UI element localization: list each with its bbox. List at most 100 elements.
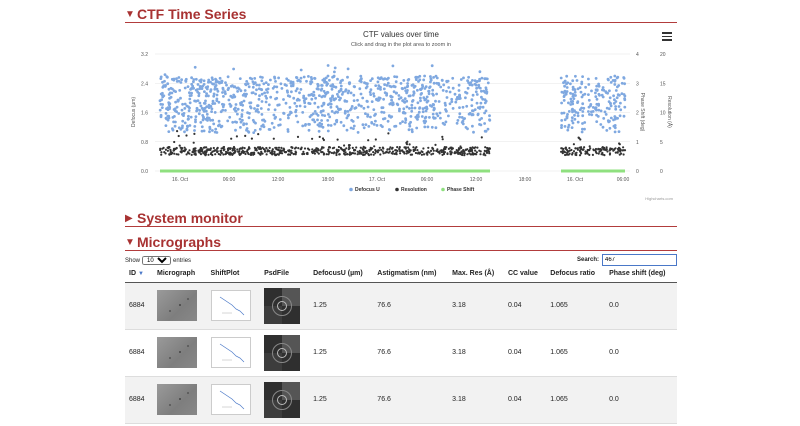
column-header[interactable]: ID ▼ xyxy=(125,266,153,283)
defocus-point xyxy=(470,104,474,107)
defocus-point xyxy=(205,87,209,91)
defocus-point xyxy=(421,83,424,87)
defocus-point xyxy=(444,120,448,124)
entries-select[interactable]: 10 xyxy=(142,256,172,265)
table-row[interactable]: 6884 1.25 76.6 3.18 0.04 1.065 0.0 xyxy=(125,376,677,423)
defocus-point xyxy=(379,124,383,127)
defocus-point xyxy=(352,127,355,130)
search-input[interactable] xyxy=(602,254,677,266)
resolution-point xyxy=(181,147,184,150)
defocus-point xyxy=(198,109,201,112)
defocus-point xyxy=(329,84,333,88)
defocus-point xyxy=(288,106,292,109)
defocus-point xyxy=(357,103,361,107)
legend-item[interactable]: Phase Shift xyxy=(447,187,475,193)
defocus-point xyxy=(254,92,257,96)
resolution-point xyxy=(560,147,563,150)
column-header[interactable]: DefocusU (µm) xyxy=(309,266,374,283)
micrographs-section-header[interactable]: ▼ Micrographs xyxy=(125,234,677,251)
defocus-point xyxy=(320,122,324,126)
defocus-point xyxy=(305,79,308,83)
defocus-point xyxy=(456,95,459,99)
defocus-point xyxy=(198,101,202,105)
shiftplot-thumbnail[interactable] xyxy=(210,337,251,368)
legend-item[interactable]: Resolution xyxy=(401,187,427,193)
resolution-point xyxy=(257,146,260,149)
defocus-point xyxy=(260,79,264,83)
defocus-point xyxy=(405,99,409,103)
table-row[interactable]: 6884 1.25 76.6 3.18 0.04 1.065 0.0 xyxy=(125,282,677,329)
defocus-point xyxy=(428,86,431,89)
defocus-point xyxy=(431,103,435,106)
defocus-point xyxy=(383,91,387,95)
defocus-point xyxy=(320,119,323,122)
defocus-point xyxy=(160,98,163,102)
shiftplot-thumbnail[interactable] xyxy=(210,384,251,415)
column-header[interactable]: ShiftPlot xyxy=(206,266,261,283)
defocus-point xyxy=(236,112,239,116)
defocus-point xyxy=(326,129,330,133)
defocus-point xyxy=(180,108,184,112)
resolution-point xyxy=(327,153,330,156)
defocus-point xyxy=(379,88,382,91)
shiftplot-thumbnail[interactable] xyxy=(210,290,251,321)
defocus-point xyxy=(159,77,163,80)
defocus-point xyxy=(370,121,374,124)
table-row[interactable]: 6884 1.25 76.6 3.18 0.04 1.065 0.0 xyxy=(125,329,677,376)
micrograph-thumbnail[interactable] xyxy=(157,384,197,415)
psd-thumbnail[interactable] xyxy=(264,287,301,324)
column-header[interactable]: Max. Res (Å) xyxy=(448,266,504,283)
defocus-point xyxy=(455,121,459,125)
defocus-point xyxy=(206,116,209,119)
resolution-point xyxy=(440,151,443,154)
resolution-point xyxy=(389,146,392,149)
legend-item[interactable]: Defocus U xyxy=(355,187,380,193)
defocus-point xyxy=(574,110,578,114)
defocus-point xyxy=(341,90,345,94)
system-section-header[interactable]: ▶ System monitor xyxy=(125,210,677,227)
defocus-point xyxy=(221,86,225,90)
micrograph-thumbnail[interactable] xyxy=(157,337,197,368)
resolution-point xyxy=(568,152,571,155)
column-header[interactable]: Defocus ratio xyxy=(546,266,606,283)
ctf-section-header[interactable]: ▼ CTF Time Series xyxy=(125,6,677,23)
defocus-point xyxy=(270,121,274,125)
defocus-point xyxy=(602,117,606,120)
micrograph-thumbnail[interactable] xyxy=(157,290,197,321)
column-header[interactable]: Phase shift (deg) xyxy=(605,266,677,283)
defocus-point xyxy=(445,96,449,99)
defocus-point xyxy=(391,103,395,106)
resolution-point xyxy=(265,147,268,150)
defocus-point xyxy=(389,102,393,105)
psd-thumbnail[interactable] xyxy=(264,334,301,371)
defocus-point xyxy=(394,124,398,128)
defocus-point xyxy=(215,93,219,97)
psd-thumbnail[interactable] xyxy=(264,381,301,418)
defocus-point xyxy=(446,79,450,83)
defocus-point xyxy=(619,108,623,112)
defocus-point xyxy=(599,109,603,113)
defocus-point xyxy=(307,75,310,78)
defocus-point xyxy=(486,127,490,131)
defocus-point xyxy=(221,91,224,94)
defocus-point xyxy=(278,118,282,121)
resolution-point xyxy=(222,153,225,156)
defocus-point xyxy=(430,64,434,68)
resolution-point xyxy=(188,149,191,152)
y-phase-tick-label: 1 xyxy=(636,140,639,146)
chart-menu-icon[interactable] xyxy=(662,32,672,41)
column-header[interactable]: Micrograph xyxy=(153,266,207,283)
resolution-point xyxy=(222,146,225,149)
resolution-point xyxy=(346,153,349,156)
defocus-point xyxy=(444,103,447,107)
resolution-point xyxy=(480,136,483,139)
column-header[interactable]: CC value xyxy=(503,266,547,283)
defocus-point xyxy=(614,100,618,103)
ctf-chart[interactable]: CTF values over time Click and drag in th… xyxy=(125,26,677,206)
column-header[interactable]: Astigmatism (nm) xyxy=(373,266,449,283)
defocus-point xyxy=(286,90,289,94)
defocus-point xyxy=(320,104,324,108)
resolution-point xyxy=(386,148,389,151)
defocus-point xyxy=(379,85,382,89)
column-header[interactable]: PsdFile xyxy=(260,266,310,283)
